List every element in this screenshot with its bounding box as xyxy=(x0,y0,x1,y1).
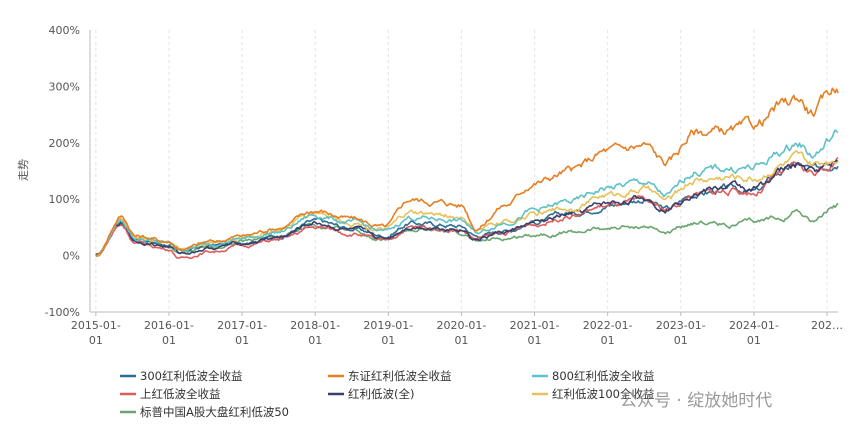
x-tick-label: 202… xyxy=(811,319,843,332)
x-tick-label-line2: 01 xyxy=(674,334,688,347)
legend-item-label: 800红利低波全收益 xyxy=(552,369,654,383)
x-tick-label-line2: 01 xyxy=(747,334,761,347)
y-tick-labels: 400% 300% 200% 100% 0% -100% xyxy=(45,24,80,319)
x-tick-label: 2021-01- xyxy=(510,319,560,332)
x-tick-label: 2016-01- xyxy=(144,319,194,332)
x-tick-label-line2: 01 xyxy=(381,334,395,347)
y-tick-label: 0% xyxy=(63,250,80,263)
x-tick-label: 2018-01- xyxy=(290,319,340,332)
x-tick-label-line2: 01 xyxy=(601,334,615,347)
legend-item-label: 红利低波(全) xyxy=(348,387,414,401)
y-tick-label: 100% xyxy=(49,193,80,206)
series-line xyxy=(95,129,839,257)
series-line xyxy=(95,87,839,258)
x-tick-label: 2023-01- xyxy=(656,319,706,332)
legend-item-label: 东证红利低波全收益 xyxy=(348,369,452,383)
series-line xyxy=(95,159,839,256)
x-tick-label: 2015-01- xyxy=(71,319,121,332)
series-line xyxy=(95,202,839,257)
y-tick-label: 300% xyxy=(49,80,80,93)
legend-item-label: 标普中国A股大盘红利低波50 xyxy=(140,405,289,419)
x-tick-label-line2: 01 xyxy=(454,334,468,347)
grid-lines xyxy=(95,30,828,312)
x-tick-label-line2: 01 xyxy=(162,334,176,347)
x-tick-label: 2019-01- xyxy=(363,319,413,332)
series-lines xyxy=(95,87,839,260)
x-tick-label: 2017-01- xyxy=(217,319,267,332)
y-tick-label: -100% xyxy=(45,306,80,319)
legend-item-label: 红利低波100全收益 xyxy=(552,387,654,401)
axes xyxy=(89,30,838,313)
x-tick-label-line2: 01 xyxy=(235,334,249,347)
x-tick-label: 2020-01- xyxy=(436,319,486,332)
x-tick-label-line2: 01 xyxy=(89,334,103,347)
x-tick-label-line2: 01 xyxy=(528,334,542,347)
y-tick-label: 400% xyxy=(49,24,80,37)
watermark: 公众号 · 绽放她时代 xyxy=(620,391,772,411)
x-tick-label-line2: 01 xyxy=(308,334,322,347)
y-tick-label: 200% xyxy=(49,137,80,150)
y-axis-label: 走势 xyxy=(17,159,30,181)
x-tick-labels: 2015-01- 01 2016-01- 01 2017-01- 01 2018-01- 01… xyxy=(71,312,843,347)
legend-item-label: 上红低波全收益 xyxy=(140,387,221,401)
x-tick-label: 2024-01- xyxy=(729,319,779,332)
legend-item-label: 300红利低波全收益 xyxy=(140,369,242,383)
x-tick-label: 2022-01- xyxy=(583,319,633,332)
